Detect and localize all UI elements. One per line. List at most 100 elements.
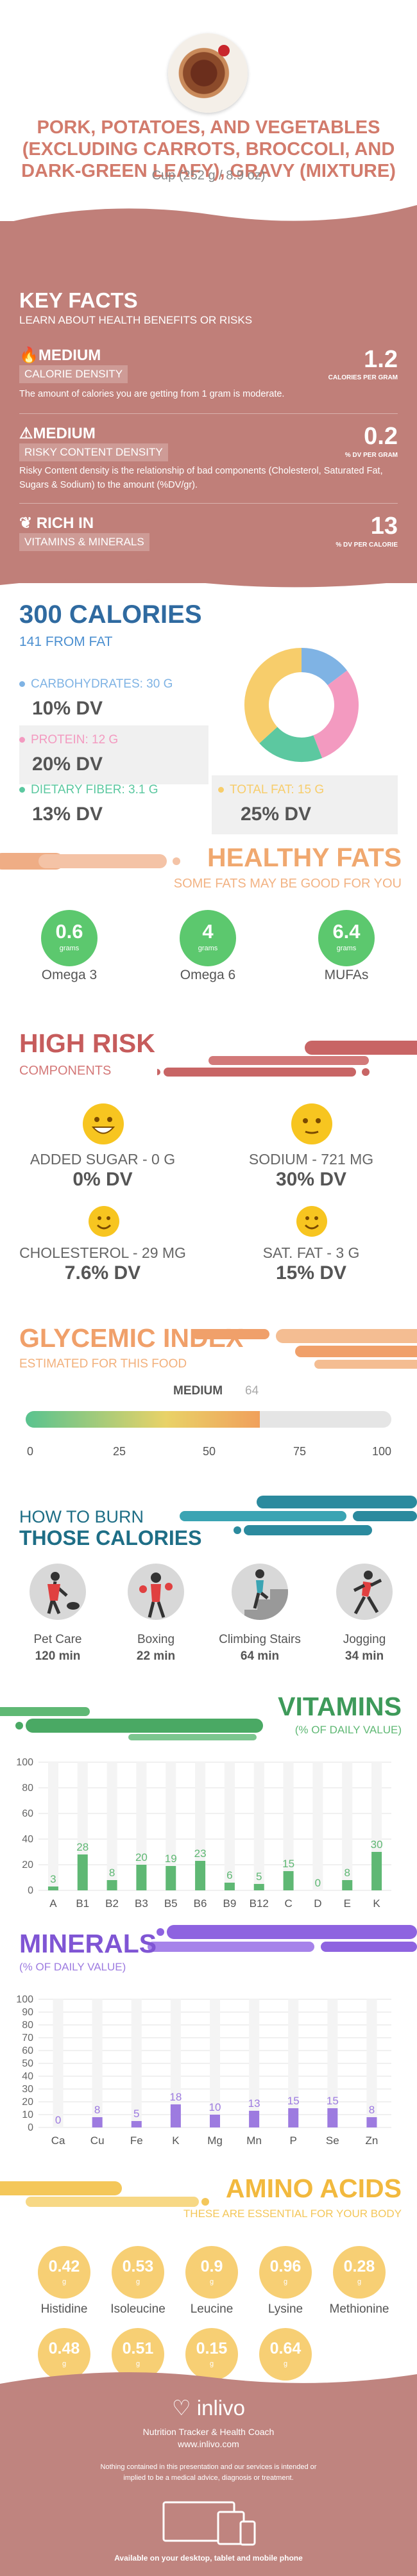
bar-value-label: 8: [345, 1867, 350, 1879]
bar-value-label: 13: [248, 2097, 260, 2110]
bar-value-label: 28: [76, 1841, 89, 1853]
bar-background: [249, 1999, 260, 2127]
y-tick-label: 0: [28, 2122, 33, 2133]
fats-ribbon: [0, 853, 180, 870]
amino-badge: 0.51 g: [112, 2328, 164, 2381]
minerals-subheading: (% OF DAILY VALUE): [19, 1961, 126, 1973]
category-label: Mg: [207, 2134, 223, 2147]
category-label: B1: [76, 1897, 89, 1910]
bar-value-label: 19: [165, 1853, 177, 1865]
fiber-dot: [19, 787, 25, 793]
glycemic-value: 64: [245, 1384, 259, 1398]
bar: [371, 1852, 382, 1890]
macro-fat: TOTAL FAT: 15 g 25% DV: [212, 775, 398, 834]
bar-background: [170, 1999, 181, 2127]
bar-value-label: 8: [369, 2104, 375, 2116]
bar-value-label: 20: [135, 1851, 148, 1863]
macro-donut-chart: [244, 648, 359, 762]
calorie-density-unit: CALORIES PER GRAM: [328, 374, 398, 381]
bar-value-label: 3: [50, 1873, 56, 1885]
gi-tick: 75: [293, 1445, 307, 1458]
sodium-dv: 30% DV: [275, 1169, 347, 1190]
amino-value: 0.96: [269, 2258, 302, 2275]
y-tick-label: 40: [22, 2071, 33, 2082]
y-tick-label: 100: [16, 1757, 33, 1768]
vitamins-bar-chart: 0204060801003A28B18B220B319B523B66B95B12…: [16, 1757, 391, 1910]
added-sugar-label: ADDED SUGAR - 0 g: [30, 1151, 176, 1168]
y-tick-label: 50: [22, 2058, 33, 2069]
donut-slice: [301, 648, 348, 686]
amino-ribbon: [0, 2181, 209, 2207]
bar-value-label: 0: [315, 1877, 321, 1889]
category-label: K: [373, 1897, 380, 1910]
heart-logo-icon: ♡: [172, 2396, 197, 2420]
amino-unit: g: [283, 2360, 288, 2368]
food-photo: [168, 33, 248, 113]
y-tick-label: 60: [22, 2045, 33, 2056]
jogging-label: Jogging: [343, 1633, 386, 1646]
footer-brand: ♡ inlivo: [172, 2396, 245, 2420]
amino-name: Isoleucine: [110, 2302, 166, 2316]
amino-value: 0.51: [122, 2340, 154, 2357]
footer-available: Available on your desktop, tablet and mo…: [114, 2554, 303, 2563]
amino-unit: g: [62, 2360, 67, 2368]
bar-value-label: 8: [109, 1867, 115, 1879]
climbing-stairs-label: Climbing Stairs: [219, 1633, 301, 1646]
smile-face-icon: [296, 1206, 327, 1237]
serving-size: Cup (252 g / 8.9 oz): [151, 169, 266, 183]
burn-heading-2: THOSE CALORIES: [19, 1526, 202, 1549]
omega6-badge: 4 grams: [180, 910, 236, 966]
y-tick-label: 0: [28, 1885, 33, 1896]
bar-background: [131, 1999, 142, 2127]
bar-background: [342, 1762, 353, 1890]
smile-face-icon: [89, 1206, 119, 1237]
amino-name: Leucine: [190, 2302, 234, 2316]
rich-in-value: 13: [370, 513, 398, 540]
bar-background: [366, 1999, 377, 2127]
amino-unit: g: [135, 2360, 140, 2368]
bar: [224, 1883, 235, 1890]
footer-url[interactable]: www.inlivo.com: [178, 2439, 239, 2449]
donut-slice: [312, 670, 359, 758]
amino-value: 0.64: [269, 2340, 302, 2357]
amino-unit: g: [357, 2278, 362, 2286]
amino-badge: 0.42 g: [38, 2246, 90, 2299]
bar: [288, 2108, 299, 2127]
grin-face-icon: [83, 1103, 124, 1144]
category-label: B2: [105, 1897, 119, 1910]
bar-background: [283, 1762, 294, 1890]
omega6-label: Omega 6: [180, 968, 236, 982]
divider: [19, 413, 398, 414]
cholesterol-dv: 7.6% DV: [64, 1262, 141, 1284]
category-label: A: [49, 1897, 57, 1910]
y-tick-label: 10: [22, 2110, 33, 2120]
amino-name: Lysine: [268, 2302, 303, 2316]
amino-value: 0.48: [48, 2340, 80, 2357]
glycemic-bar: [26, 1411, 391, 1428]
devices-icon: [162, 2501, 256, 2546]
y-tick-label: 60: [22, 1808, 33, 1819]
amino-badge: 0.64 g: [259, 2328, 312, 2381]
key-facts-heading: KEY FACTS: [19, 288, 138, 312]
bar-background: [288, 1999, 299, 2127]
bar: [210, 2115, 220, 2127]
bar-background: [210, 1999, 220, 2127]
calorie-density-value: 1.2: [364, 346, 398, 373]
bar: [195, 1861, 206, 1890]
risky-density-level: ⚠MEDIUM: [19, 425, 96, 442]
category-label: Mn: [246, 2134, 262, 2147]
vitamins-heading: VITAMINS: [278, 1692, 402, 1721]
amino-badge: 0.28 g: [333, 2246, 386, 2299]
amino-badge: 0.15 g: [185, 2328, 238, 2381]
cholesterol-label: CHOLESTEROL - 29 mg: [19, 1244, 186, 1261]
fats-heading: HEALTHY FATS: [207, 843, 402, 872]
bar-value-label: 23: [194, 1847, 207, 1860]
category-label: Se: [326, 2134, 339, 2147]
bar-value-label: 0: [55, 2114, 61, 2126]
calories-heading: 300 CALORIES: [19, 600, 202, 629]
risk-subheading: COMPONENTS: [19, 1064, 112, 1078]
rich-in-unit: % DV PER CALORIE: [336, 541, 398, 549]
dog-walking-icon: [30, 1564, 86, 1620]
bar: [170, 2104, 181, 2127]
warning-icon: ⚠: [19, 425, 33, 442]
